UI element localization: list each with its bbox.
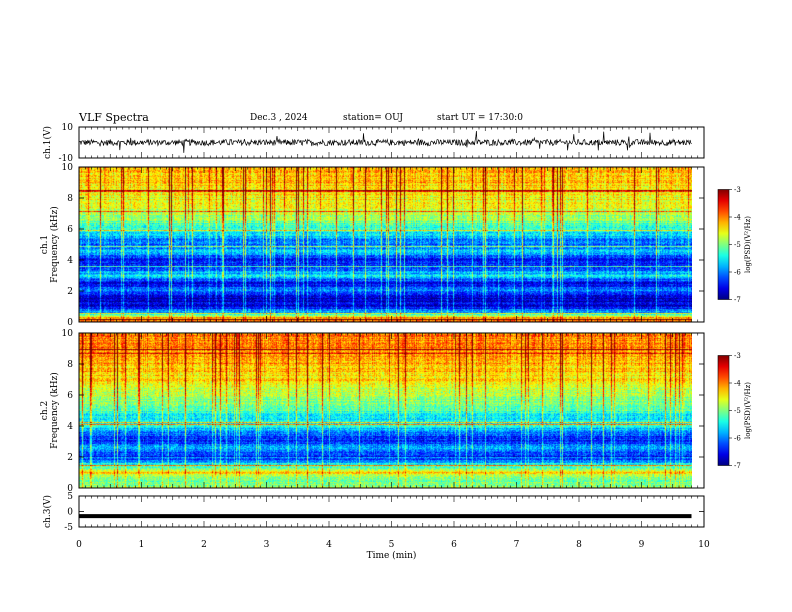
ch1-freq-tick-label: 6 bbox=[67, 225, 73, 235]
x-tick-label: 10 bbox=[698, 540, 710, 550]
x-tick-label: 1 bbox=[139, 540, 145, 550]
ch1-frequency-label: Frequency (kHz) bbox=[49, 206, 60, 283]
ch2-colorbar-tick-label: -4 bbox=[734, 380, 741, 388]
x-tick-label: 6 bbox=[451, 540, 457, 550]
ch1-volt-tick-label: 10 bbox=[62, 123, 74, 133]
start-time-label: start UT = 17:30:0 bbox=[437, 113, 523, 123]
date-label: Dec.3 , 2024 bbox=[250, 113, 308, 123]
ch2-freq-tick-label: 8 bbox=[67, 360, 73, 370]
x-tick-label: 0 bbox=[76, 540, 82, 550]
station-label: station= OUJ bbox=[343, 113, 404, 123]
x-tick-label: 2 bbox=[201, 540, 207, 550]
ch2-spectrogram-image bbox=[79, 333, 692, 488]
chart-title: VLF Spectra bbox=[79, 111, 149, 124]
ch2-freq-tick-label: 4 bbox=[67, 422, 73, 432]
ch2-freq-tick-label: 0 bbox=[67, 484, 73, 494]
ch2-freq-tick-label: 2 bbox=[67, 453, 73, 463]
ch1-freq-tick-label: 4 bbox=[67, 256, 73, 266]
ch2-colorbar-tick-label: -6 bbox=[734, 435, 741, 443]
ch1-freq-tick-label: 0 bbox=[67, 318, 73, 328]
ch2-colorbar-tick-label: -5 bbox=[734, 407, 741, 415]
ch1-colorbar bbox=[717, 189, 730, 300]
ch1-freq-tick-label: 10 bbox=[62, 163, 74, 173]
x-tick-label: 8 bbox=[576, 540, 582, 550]
x-tick-label: 4 bbox=[326, 540, 332, 550]
ch3-volt-tick-label: 5 bbox=[67, 492, 73, 502]
ch2-colorbar-tick-label: -3 bbox=[734, 352, 741, 360]
ch1-colorbar-tick-label: -4 bbox=[734, 214, 741, 222]
ch2-colorbar-tick-label: -7 bbox=[734, 462, 741, 470]
ch2-freq-tick-label: 6 bbox=[67, 391, 73, 401]
ch1-volt-tick-label: -10 bbox=[59, 154, 74, 164]
ch1-colorbar-tick-label: -3 bbox=[734, 186, 741, 194]
x-axis-label: Time (min) bbox=[367, 550, 417, 561]
ch1-colorbar-tick-label: -7 bbox=[734, 296, 741, 304]
ch1-colorbar-label: log(PSD)(V²/Hz) bbox=[744, 216, 752, 273]
ch1-channel-label: ch.1 bbox=[40, 235, 50, 254]
ch2-channel-label: ch.2 bbox=[40, 401, 50, 420]
x-tick-label: 9 bbox=[639, 540, 645, 550]
x-tick-label: 3 bbox=[264, 540, 270, 550]
ch1-trace bbox=[78, 130, 692, 153]
ch2-colorbar bbox=[717, 355, 730, 466]
ch2-colorbar-label: log(PSD)(V²/Hz) bbox=[744, 382, 752, 439]
ch3-volt-tick-label: -5 bbox=[64, 523, 73, 533]
ch1-freq-tick-label: 8 bbox=[67, 194, 73, 204]
x-tick-label: 7 bbox=[514, 540, 520, 550]
ch2-frequency-label: Frequency (kHz) bbox=[49, 372, 60, 449]
x-tick-label: 5 bbox=[389, 540, 395, 550]
ch1-colorbar-tick-label: -5 bbox=[734, 241, 741, 249]
ch1-colorbar-tick-label: -6 bbox=[734, 269, 741, 277]
ch1-freq-tick-label: 2 bbox=[67, 287, 73, 297]
ch3-volt-label: ch.3(V) bbox=[42, 495, 53, 528]
ch2-freq-tick-label: 10 bbox=[62, 329, 74, 339]
ch1-volt-label: ch.1(V) bbox=[42, 126, 53, 159]
ch1-spectrogram-image bbox=[79, 167, 692, 322]
ch3-volt-tick-label: 0 bbox=[67, 508, 73, 518]
